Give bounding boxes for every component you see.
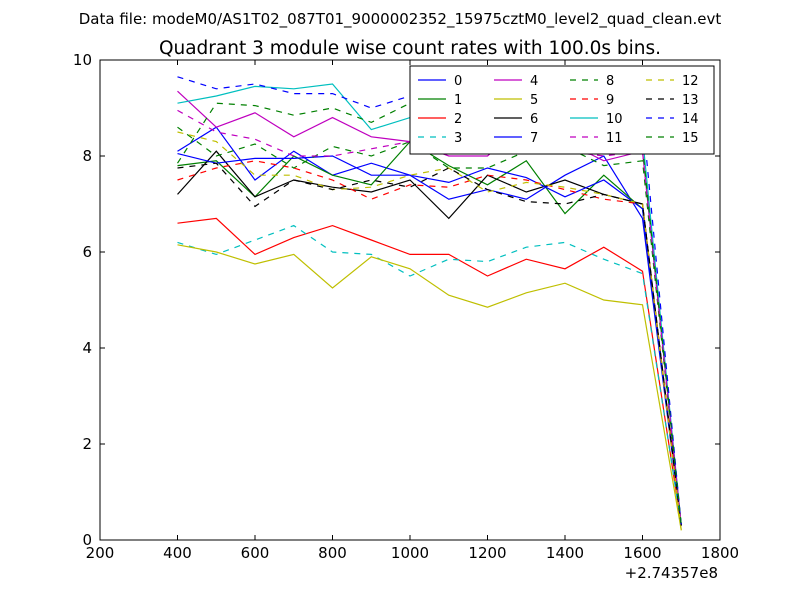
legend-label-0: 0 [454, 74, 462, 89]
figure-suptitle: Data file: modeM0/AS1T02_087T01_90000023… [79, 10, 722, 29]
legend-label-5: 5 [530, 93, 538, 108]
legend-label-11: 11 [606, 131, 623, 146]
series-line-6 [177, 150, 682, 526]
legend-label-8: 8 [606, 74, 614, 89]
x-tick-label: 600 [241, 544, 270, 562]
x-tick-label: 1000 [391, 544, 429, 562]
legend-label-12: 12 [682, 74, 699, 89]
series-line-9 [177, 160, 682, 526]
series-line-8 [177, 126, 682, 526]
series-line-11 [177, 109, 682, 526]
legend-label-15: 15 [682, 131, 699, 146]
y-tick-label: 4 [82, 339, 92, 357]
y-tick-label: 0 [82, 531, 92, 549]
y-tick-label: 8 [82, 147, 92, 165]
legend-label-14: 14 [682, 112, 699, 127]
series-line-3 [177, 224, 682, 526]
x-tick-label: 1200 [468, 544, 506, 562]
x-axis-offset-label: +2.74357e8 [625, 564, 718, 582]
y-tick-label: 2 [82, 435, 92, 453]
legend-label-10: 10 [606, 112, 623, 127]
series-line-5 [177, 244, 682, 531]
legend-label-9: 9 [606, 93, 614, 108]
x-tick-label: 800 [318, 544, 347, 562]
legend-label-2: 2 [454, 112, 462, 127]
series-line-12 [177, 131, 682, 531]
legend-box [409, 65, 715, 155]
x-tick-label: 1800 [701, 544, 739, 562]
legend-label-7: 7 [530, 131, 538, 146]
chart-title: Quadrant 3 module wise count rates with … [159, 38, 661, 59]
legend-label-6: 6 [530, 112, 538, 127]
series-line-7 [177, 153, 682, 526]
x-tick-label: 200 [86, 544, 115, 562]
y-tick-label: 6 [82, 243, 92, 261]
series-line-2 [177, 217, 682, 526]
y-tick-label: 10 [73, 51, 92, 69]
x-tick-label: 1400 [546, 544, 584, 562]
x-tick-label: 1600 [623, 544, 661, 562]
x-tick-label: 400 [163, 544, 192, 562]
legend-label-1: 1 [454, 93, 462, 108]
legend-label-3: 3 [454, 131, 462, 146]
legend-label-4: 4 [530, 74, 538, 89]
legend-label-13: 13 [682, 93, 699, 108]
